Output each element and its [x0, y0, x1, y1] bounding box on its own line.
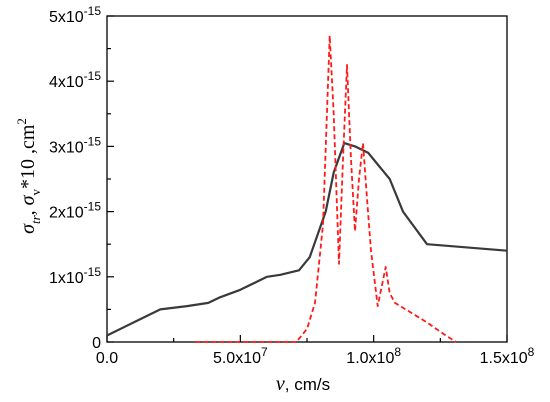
y-tick-mantissa: 1x10 — [49, 270, 84, 287]
y-axis-mult: *10 ,cm — [17, 124, 39, 189]
x-tick-label: 5.0x107 — [213, 345, 268, 367]
y-tick-label: 0 — [92, 335, 101, 352]
tick-labels: 0.0 5.0x107 1.0x108 1.5x10801x10-152x10-153… — [49, 4, 535, 367]
y-axis-title: σtr, σv*10 ,cm2 — [14, 118, 43, 234]
y-tick-exponent: -15 — [84, 134, 102, 148]
y-axis-sigma2: σ — [17, 194, 39, 205]
x-tick-label: 0.0 — [96, 350, 118, 367]
x-tick-exponent: 8 — [528, 345, 535, 359]
axes — [106, 15, 508, 343]
y-tick-mantissa: 2x10 — [49, 205, 84, 222]
x-tick-mantissa: 1.5x10 — [480, 350, 528, 367]
series-line-solid — [106, 142, 508, 337]
y-axis-sigma1: σ — [17, 223, 39, 234]
x-tick-mantissa: 0.0 — [96, 350, 118, 367]
x-tick-label: 1.5x108 — [480, 345, 535, 367]
x-axis-title: v, cm/s — [276, 373, 330, 395]
y-tick-label: 4x10-15 — [49, 69, 101, 91]
plot-frame — [106, 15, 508, 343]
y-tick-mantissa: 3x10 — [49, 139, 84, 156]
y-tick-label: 2x10-15 — [49, 200, 101, 222]
ticks — [106, 15, 508, 343]
y-tick-exponent: -15 — [84, 200, 102, 214]
x-tick-exponent: 8 — [394, 345, 401, 359]
y-tick-mantissa: 5x10 — [49, 9, 84, 26]
x-tick-mantissa: 1.0x10 — [346, 350, 394, 367]
y-axis-sep: , — [17, 205, 39, 215]
y-tick-label: 5x10-15 — [49, 4, 101, 26]
y-tick-mantissa: 0 — [92, 335, 101, 352]
y-tick-label: 3x10-15 — [49, 134, 101, 156]
y-axis-sub1: tr — [28, 214, 43, 224]
y-tick-label: 1x10-15 — [49, 265, 101, 287]
x-tick-mantissa: 5.0x10 — [213, 350, 261, 367]
y-tick-exponent: -15 — [84, 69, 102, 83]
y-tick-exponent: -15 — [84, 265, 102, 279]
y-tick-exponent: -15 — [84, 4, 102, 18]
y-axis-sub2: v — [28, 189, 43, 196]
x-tick-exponent: 7 — [261, 345, 268, 359]
x-axis-symbol: v — [276, 373, 285, 395]
x-axis-unit: , cm/s — [285, 375, 330, 394]
x-tick-label: 1.0x108 — [346, 345, 401, 367]
y-axis-sup: 2 — [14, 118, 29, 125]
y-tick-mantissa: 4x10 — [49, 74, 84, 91]
series-group — [106, 34, 508, 343]
series-line-dashed — [195, 34, 457, 343]
